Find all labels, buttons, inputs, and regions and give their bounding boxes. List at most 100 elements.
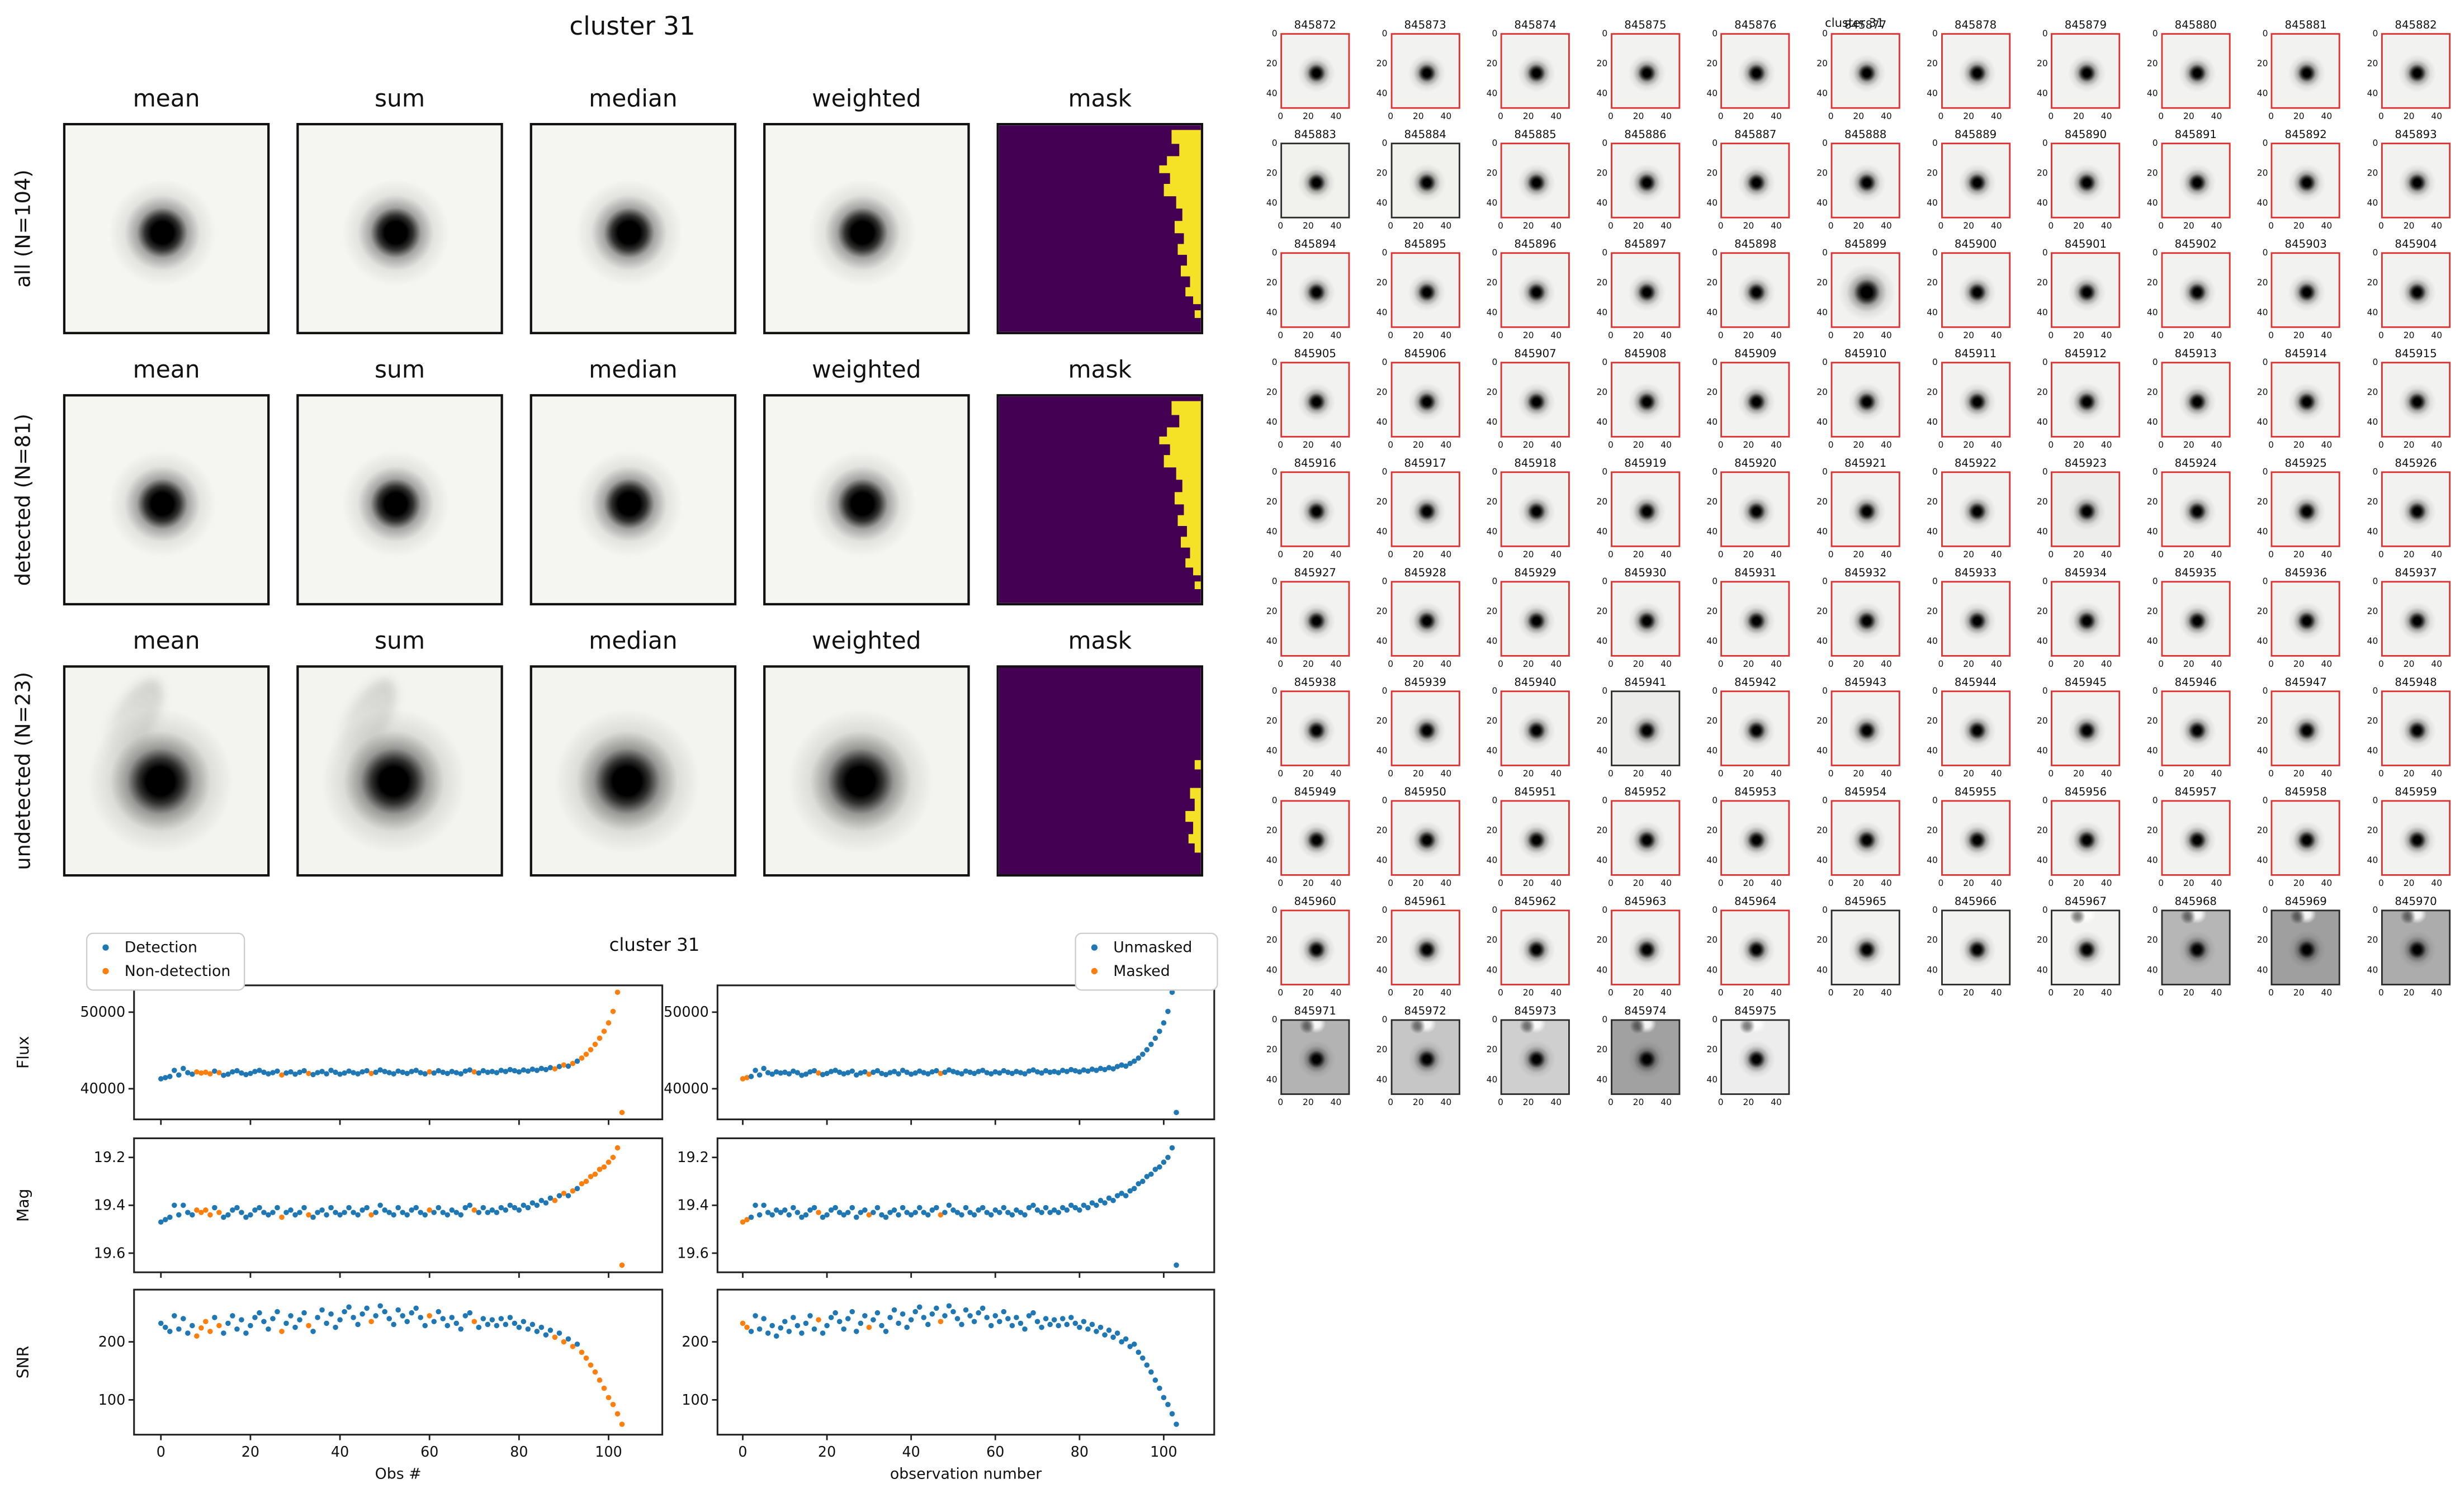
thumb-x-tick-label: 20 xyxy=(2183,658,2194,670)
thumb-x-tick-label: 0 xyxy=(1388,878,1394,889)
thumbnail-image xyxy=(2381,800,2451,876)
scatter-point xyxy=(614,1145,621,1151)
thumbnail-title: 845953 xyxy=(1734,786,1777,799)
scatter-point xyxy=(167,1074,173,1079)
scatter-point xyxy=(561,1062,567,1068)
thumb-cell: 845974 0 20 40 0 20 40 xyxy=(1592,1005,1702,1115)
thumbnail-title: 845878 xyxy=(1954,18,1997,32)
scatter-point xyxy=(959,1321,964,1328)
thumb-y-tick-label: 20 xyxy=(2256,277,2268,288)
scatter-point xyxy=(158,1320,164,1326)
x-axis-label: Obs # xyxy=(375,1466,422,1483)
scatter-point xyxy=(203,1319,209,1325)
scatter-point xyxy=(1014,1315,1019,1320)
thumb-y-tick-label: 40 xyxy=(2256,307,2268,318)
scatter-point xyxy=(871,1069,876,1075)
thumbnail-image xyxy=(1280,1019,1350,1095)
thumbnail-title: 845876 xyxy=(1734,18,1777,32)
thumb-x-tick-label: 20 xyxy=(1853,111,1865,122)
thumb-x-tick-label: 0 xyxy=(1718,330,1724,341)
thumbnail-image xyxy=(2271,909,2341,985)
thumb-cell: 845936 0 20 40 0 20 40 xyxy=(2252,567,2362,676)
thumb-y-tick-label: 40 xyxy=(2146,527,2158,537)
scatter-point xyxy=(938,1212,944,1218)
thumb-cell: 845968 0 20 40 0 20 40 xyxy=(2142,895,2252,1005)
scatter-point xyxy=(413,1068,419,1073)
thumb-y-tick-label: 40 xyxy=(1486,636,1498,647)
thumb-y-tick-label: 20 xyxy=(2256,387,2268,397)
scatter-point xyxy=(261,1319,267,1325)
scatter-point xyxy=(858,1210,864,1215)
scatter-point xyxy=(773,1069,779,1075)
row-label-text: undetected (N=23) xyxy=(12,671,36,870)
thumb-cell: 845885 0 20 40 0 20 40 xyxy=(1482,129,1592,238)
x-tick-label: 20 xyxy=(242,1443,259,1460)
thumb-x-tick-label: 0 xyxy=(1718,1097,1724,1108)
scatter-point xyxy=(359,1069,365,1075)
thumbnail-title: 845889 xyxy=(1954,128,1997,141)
scatter-point xyxy=(1056,1210,1062,1215)
thumb-x-tick-label: 0 xyxy=(1938,330,1944,341)
scatter-point xyxy=(1018,1320,1024,1326)
scatter-point xyxy=(871,1210,876,1215)
thumb-grid-title: cluster 31 xyxy=(1825,16,1884,30)
scatter-point xyxy=(1123,1063,1129,1069)
scatter-point xyxy=(1144,1174,1150,1179)
scatter-point xyxy=(929,1207,935,1213)
thumb-x-tick-label: 20 xyxy=(2293,878,2305,889)
thumb-y-tick-label: 0 xyxy=(1932,685,1938,696)
scatter-point xyxy=(1072,1320,1078,1326)
thumb-cell: 845909 0 20 40 0 20 40 xyxy=(1702,348,1812,457)
thumbnail-title: 845964 xyxy=(1734,895,1777,908)
thumb-x-tick-label: 20 xyxy=(2293,111,2305,122)
scatter-point xyxy=(512,1320,518,1326)
thumb-y-tick-label: 20 xyxy=(1816,935,1828,945)
thumbnail-title: 845936 xyxy=(2284,566,2327,580)
scatter-point xyxy=(950,1207,956,1213)
thumb-x-tick-label: 20 xyxy=(1853,658,1865,670)
thumbnail-title: 845935 xyxy=(2174,566,2217,580)
thumb-x-tick-label: 40 xyxy=(1550,439,1562,451)
x-tick-label: 60 xyxy=(986,1443,1004,1460)
thumb-x-tick-label: 0 xyxy=(1388,111,1394,122)
thumb-cell: 845962 0 20 40 0 20 40 xyxy=(1482,895,1592,1005)
scatter-point xyxy=(266,1071,271,1077)
scatter-point xyxy=(765,1210,771,1215)
thumb-x-tick-label: 0 xyxy=(2048,769,2054,779)
thumb-x-tick-label: 40 xyxy=(1440,439,1452,451)
thumb-x-tick-label: 20 xyxy=(1412,330,1424,341)
thumbnail-title: 845907 xyxy=(1514,347,1557,361)
scatter-point xyxy=(1068,1315,1074,1320)
thumb-x-tick-label: 20 xyxy=(1743,111,1754,122)
thumb-cell: 845961 0 20 40 0 20 40 xyxy=(1371,895,1482,1005)
scatter-point xyxy=(756,1326,763,1332)
thumb-cell: 845945 0 20 40 0 20 40 xyxy=(2032,676,2142,786)
scatter-point xyxy=(1051,1207,1057,1213)
scatter-point xyxy=(377,1303,383,1309)
thumb-y-tick-label: 0 xyxy=(1712,357,1718,367)
thumbnail-image xyxy=(2161,252,2231,328)
scatter-point xyxy=(744,1217,750,1222)
thumb-x-tick-label: 20 xyxy=(1633,111,1644,122)
scatter-point xyxy=(538,1324,545,1330)
thumb-x-tick-label: 40 xyxy=(1440,878,1452,889)
thumb-y-tick-label: 20 xyxy=(1706,277,1718,288)
thumb-x-tick-label: 20 xyxy=(1853,439,1865,451)
y-tick-label: 100 xyxy=(682,1391,708,1408)
scatter-point xyxy=(525,1326,531,1332)
scatter-point xyxy=(494,1070,500,1075)
thumb-cell: 845944 0 20 40 0 20 40 xyxy=(1922,676,2032,786)
thumbnail-image xyxy=(2161,690,2231,766)
thumb-y-tick-label: 40 xyxy=(2256,965,2268,976)
scatter-point xyxy=(782,1207,788,1213)
scatter-point xyxy=(748,1329,754,1334)
thumb-y-tick-label: 0 xyxy=(1602,1014,1608,1025)
thumb-y-tick-label: 40 xyxy=(1486,965,1498,976)
thumb-y-tick-label: 40 xyxy=(1927,307,1938,318)
scatter-point xyxy=(382,1207,387,1213)
row-label: undetected (N=23) xyxy=(3,665,44,876)
thumbnail-title: 845952 xyxy=(1624,786,1667,799)
thumb-x-tick-label: 20 xyxy=(2073,878,2084,889)
scatter-point xyxy=(333,1324,338,1330)
scatter-point xyxy=(485,1321,491,1328)
